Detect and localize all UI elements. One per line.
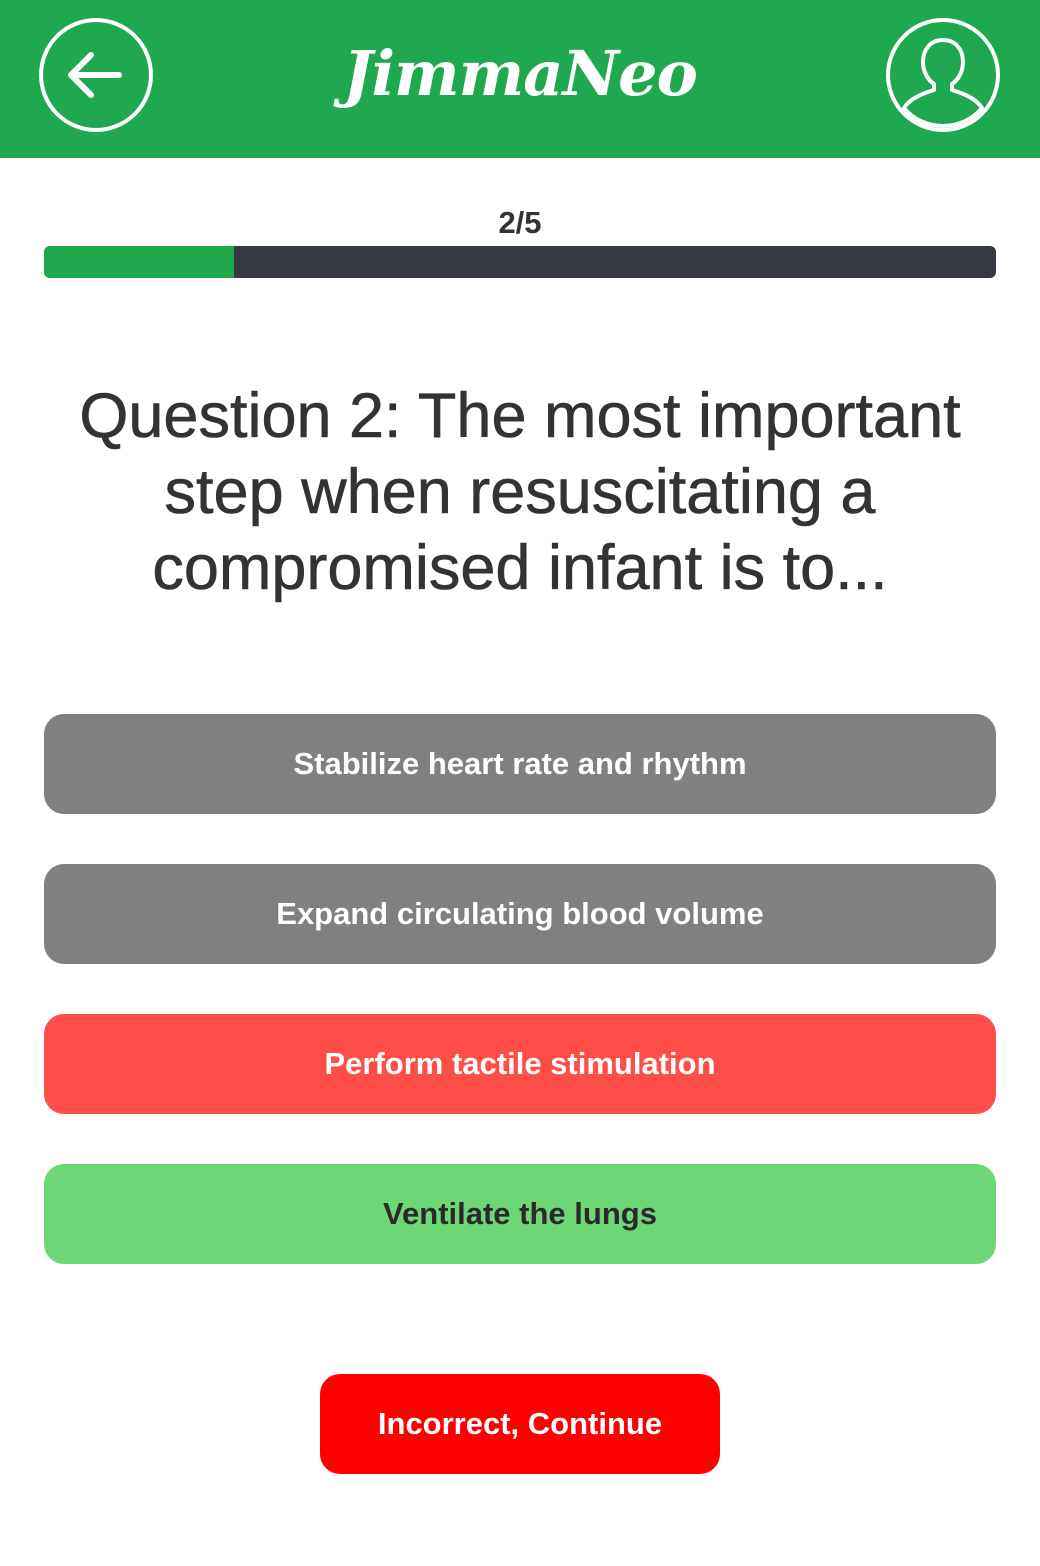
progress-bar: [44, 246, 996, 278]
answer-option-1[interactable]: Stabilize heart rate and rhythm: [44, 714, 996, 814]
answer-option-4[interactable]: Ventilate the lungs: [44, 1164, 996, 1264]
back-button[interactable]: [39, 18, 153, 132]
profile-button[interactable]: [886, 18, 1000, 132]
continue-button[interactable]: Incorrect, Continue: [320, 1374, 720, 1474]
answer-option-3[interactable]: Perform tactile stimulation: [44, 1014, 996, 1114]
arrow-left-icon: [68, 52, 122, 98]
app-header: JimmaNeo: [0, 0, 1040, 158]
user-profile-icon: [902, 38, 984, 128]
answer-option-2[interactable]: Expand circulating blood volume: [44, 864, 996, 964]
app-title: JimmaNeo: [343, 37, 698, 110]
progress-fill: [44, 246, 235, 278]
progress-label: 2/5: [498, 205, 542, 240]
question-text: Question 2: The most important step when…: [79, 381, 961, 604]
